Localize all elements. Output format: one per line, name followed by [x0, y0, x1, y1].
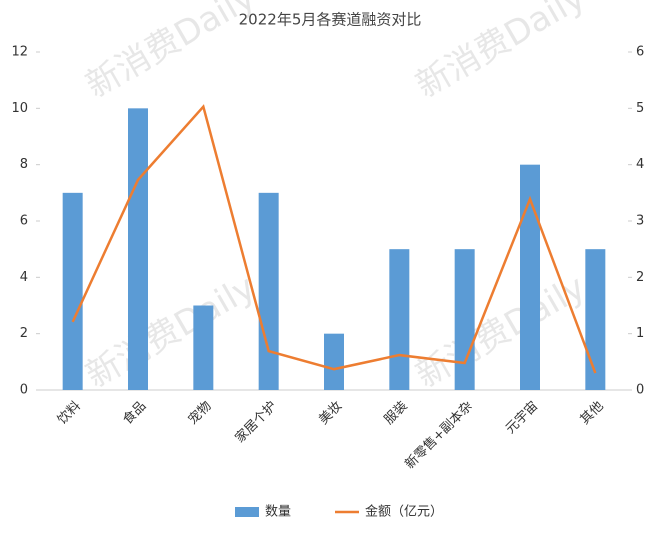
bar — [520, 164, 540, 390]
y-tick-label: 6 — [20, 214, 28, 229]
bar — [454, 249, 475, 390]
legend-label: 金额（亿元） — [365, 504, 443, 520]
bar — [62, 192, 83, 390]
line — [71, 104, 597, 374]
y-tick-label: 4 — [20, 270, 28, 285]
y2-tick-label: 5 — [636, 101, 644, 116]
bar — [585, 249, 606, 390]
legend-swatch — [235, 507, 259, 517]
legend-label: 数量 — [265, 505, 291, 520]
bar — [193, 305, 214, 390]
bar — [324, 333, 344, 390]
chart-title: 2022年5月各赛道融资对比 — [239, 11, 422, 29]
y2-tick-label: 3 — [636, 214, 644, 229]
bar — [258, 192, 279, 390]
y2-tick-label: 6 — [636, 45, 644, 60]
y2-tick-label: 1 — [636, 326, 644, 341]
bar — [389, 249, 410, 390]
y-tick-label: 0 — [20, 383, 28, 398]
y-tick-label: 8 — [20, 157, 28, 172]
y-tick-label: 12 — [11, 45, 28, 60]
y-tick-label: 2 — [20, 326, 28, 341]
y2-tick-label: 0 — [636, 383, 644, 398]
y2-tick-label: 2 — [636, 270, 644, 285]
y-tick-label: 10 — [11, 101, 28, 116]
y2-tick-label: 4 — [636, 157, 644, 172]
bar — [128, 108, 148, 390]
